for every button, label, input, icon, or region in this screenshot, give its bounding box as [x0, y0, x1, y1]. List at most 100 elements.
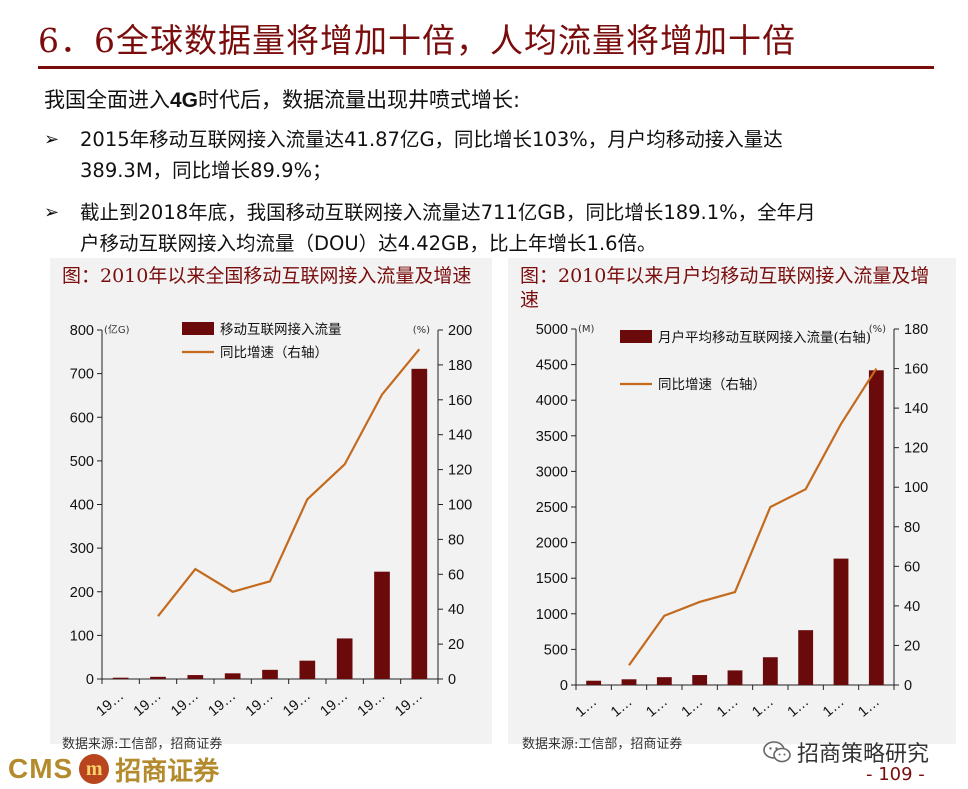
- bar: [656, 677, 672, 685]
- x-tick-label: 19…: [131, 688, 165, 720]
- legend-bar-label: 移动互联网接入流量: [220, 321, 342, 338]
- right-tick-label: 20: [448, 637, 464, 653]
- left-tick-label: 1000: [536, 607, 568, 623]
- bar: [187, 675, 204, 679]
- x-tick-label: 1…: [749, 694, 777, 721]
- bar: [692, 675, 708, 685]
- bullet-arrow-icon: ➢: [44, 202, 60, 223]
- bar: [727, 670, 743, 685]
- right-tick-label: 100: [904, 480, 928, 496]
- right-axis-unit: (%): [413, 325, 430, 336]
- left-tick-label: 1500: [536, 571, 568, 587]
- bullet-text-line2: 户移动互联网接入均流量（DOU）达4.42GB，比上年增长1.6倍。: [80, 232, 657, 255]
- bullet-item: ➢ 2015年移动互联网接入流量达41.87亿G，同比增长103%，月户均移动接…: [44, 124, 934, 186]
- bar: [833, 558, 849, 685]
- right-axis-unit: (%): [869, 324, 886, 335]
- x-tick-label: 1…: [785, 694, 813, 721]
- right-tick-label: 200: [448, 323, 472, 339]
- bullet-text-line1: 截止到2018年底，我国移动互联网接入流量达711亿GB，同比增长189.1%，…: [80, 201, 816, 224]
- source-note: 数据来源:工信部，招商证券: [522, 737, 683, 752]
- wechat-account-name: 招商策略研究: [797, 742, 930, 767]
- bar: [762, 657, 778, 685]
- left-tick-label: 600: [70, 410, 94, 426]
- x-tick-label: 19…: [280, 688, 314, 720]
- bar: [150, 676, 166, 679]
- bar: [299, 660, 316, 679]
- bar: [411, 368, 428, 679]
- left-tick-label: 400: [70, 498, 94, 514]
- bar: [798, 630, 814, 685]
- x-tick-label: 1…: [679, 694, 707, 721]
- left-tick-label: 2500: [536, 500, 568, 516]
- bar: [112, 677, 129, 679]
- intro-suffix: 时代后，数据流量出现井喷式增长:: [198, 88, 521, 112]
- x-tick-label: 1…: [714, 694, 742, 721]
- chart-panel-per-user-traffic: 图：2010年以来月户均移动互联网接入流量及增速 0 500 1000 1500 200…: [508, 258, 956, 744]
- x-tick-label: 19…: [205, 688, 239, 720]
- title-divider: [38, 66, 934, 69]
- right-tick-label: 160: [904, 362, 928, 378]
- intro-prefix: 我国全面进入: [44, 88, 170, 112]
- growth-line: [157, 348, 421, 617]
- x-tick-label: 19…: [355, 688, 389, 720]
- legend-bar-swatch: [182, 322, 214, 335]
- bar: [224, 673, 241, 679]
- x-tick-label: 1…: [643, 694, 671, 721]
- bullet-text-line1: 2015年移动互联网接入流量达41.87亿G，同比增长103%，月户均移动接入量…: [80, 128, 783, 151]
- legend-line-label: 同比增速（右轴）: [658, 377, 766, 393]
- page-title: 6．6全球数据量将增加十倍，人均流量将增加十倍: [38, 21, 796, 60]
- legend-line-label: 同比增速（右轴）: [220, 345, 328, 361]
- brand-emblem-icon: [79, 754, 110, 784]
- right-tick-label: 60: [448, 567, 464, 583]
- left-tick-label: 800: [70, 323, 94, 339]
- x-tick-label: 1…: [573, 694, 601, 721]
- x-tick-label: 1…: [820, 694, 848, 721]
- x-tick-label: 19…: [392, 688, 426, 720]
- bar: [621, 679, 637, 685]
- bar: [868, 370, 884, 685]
- wechat-account: 招商策略研究: [763, 736, 929, 768]
- left-tick-label: 4500: [536, 358, 568, 374]
- right-tick-label: 60: [904, 559, 920, 575]
- right-tick-label: 160: [448, 393, 472, 409]
- chart-panel-national-traffic: 图：2010年以来全国移动互联网接入流量及增速 0 100 200 300 400 500…: [50, 258, 492, 744]
- legend-bar-label: 月户平均移动互联网接入流量(右轴): [658, 329, 871, 346]
- bullet-arrow-icon: ➢: [44, 129, 60, 150]
- x-tick-label: 19…: [243, 688, 277, 720]
- brand-name: 招商证券: [115, 756, 220, 787]
- bullet-item: ➢ 截止到2018年底，我国移动互联网接入流量达711亿GB，同比增长189.1…: [44, 197, 934, 259]
- left-tick-label: 2000: [536, 536, 568, 552]
- x-tick-label: 1…: [855, 694, 883, 721]
- right-tick-label: 0: [904, 678, 912, 694]
- bar: [374, 571, 390, 679]
- right-tick-label: 40: [448, 602, 464, 618]
- brand-cms-text: CMS: [8, 753, 74, 784]
- legend-bar-swatch: [620, 330, 652, 343]
- right-tick-label: 100: [448, 498, 472, 514]
- x-tick-label: 1…: [608, 694, 636, 721]
- right-tick-label: 180: [904, 322, 928, 338]
- intro-text: 我国全面进入4G时代后，数据流量出现井喷式增长:: [44, 84, 520, 114]
- wechat-icon: [763, 741, 791, 763]
- left-axis-unit: (M): [578, 324, 595, 335]
- right-tick-label: 40: [904, 599, 920, 615]
- left-tick-label: 3000: [536, 464, 568, 480]
- growth-line: [628, 367, 878, 666]
- chart-national-traffic: 0 100 200 300 400 500 600 700 800 0 20 40 60 80 100 120…: [70, 321, 472, 720]
- right-tick-label: 0: [448, 672, 456, 688]
- left-axis-unit: (亿G): [104, 323, 130, 336]
- left-tick-label: 4000: [536, 393, 568, 409]
- left-tick-label: 500: [70, 454, 94, 470]
- right-tick-label: 140: [448, 428, 472, 444]
- x-tick-label: 19…: [168, 688, 202, 720]
- right-tick-label: 140: [904, 401, 928, 417]
- left-tick-label: 200: [70, 585, 94, 601]
- right-tick-label: 180: [448, 358, 472, 374]
- bullet-text-line2: 389.3M，同比增长89.9%；: [80, 159, 332, 182]
- left-tick-label: 0: [86, 672, 94, 688]
- right-tick-label: 20: [904, 638, 920, 654]
- chart-title: 图：2010年以来月户均移动互联网接入流量及增速: [520, 265, 930, 311]
- brand-logo: CMS 招商证券: [8, 753, 219, 787]
- left-tick-label: 0: [560, 678, 568, 694]
- left-tick-label: 300: [70, 541, 94, 557]
